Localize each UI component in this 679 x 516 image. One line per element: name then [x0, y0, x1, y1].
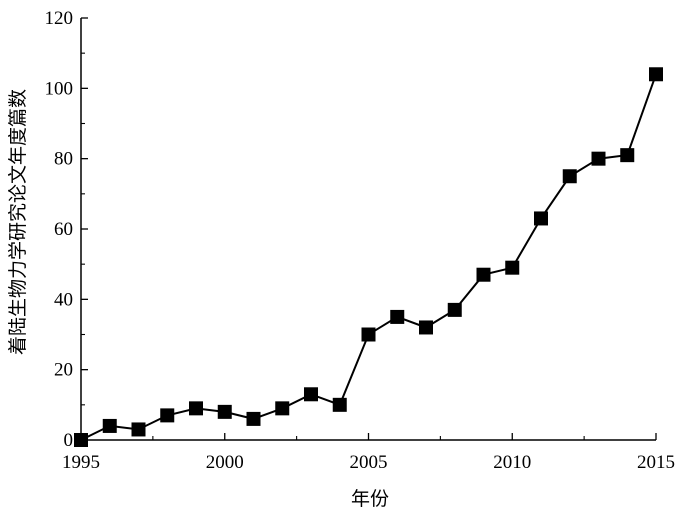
x-tick-label: 2005 [350, 452, 388, 473]
x-tick-label: 2010 [493, 452, 531, 473]
data-point [505, 260, 520, 275]
x-tick-label: 2000 [206, 452, 244, 473]
y-tick-label: 80 [54, 149, 73, 170]
data-point [102, 418, 117, 433]
axes [80, 18, 656, 441]
data-point [217, 404, 232, 419]
ticks-layer: 0 20 40 60 80 100 120 1995 2000 2005 2010 2015 [45, 8, 676, 473]
y-tick-label: 120 [45, 8, 74, 29]
data-point [447, 302, 462, 317]
series-line [80, 73, 657, 441]
x-axis-title: 年份 [351, 488, 389, 510]
data-point [476, 267, 491, 282]
data-point [160, 408, 175, 423]
data-point [361, 327, 376, 342]
data-point [390, 309, 405, 324]
y-tick-label: 20 [54, 360, 73, 381]
y-axis-title: 着陆生物力学研究论文年度篇数 [7, 89, 29, 355]
x-tick-label: 2015 [637, 452, 675, 473]
data-point [131, 422, 146, 437]
y-tick-label: 0 [64, 430, 74, 451]
y-tick-label: 100 [45, 78, 74, 99]
data-point [275, 401, 290, 416]
data-point [304, 387, 318, 402]
data-point [189, 401, 203, 416]
data-point [562, 169, 577, 184]
y-tick-label: 60 [54, 219, 73, 240]
x-tick-label: 1995 [62, 452, 100, 473]
data-point [246, 411, 261, 426]
data-point [620, 148, 635, 163]
series-layer [74, 67, 663, 447]
data-point [649, 67, 663, 82]
y-tick-label: 40 [54, 289, 73, 310]
data-point [534, 211, 548, 226]
data-point [332, 397, 347, 412]
data-point [419, 320, 433, 335]
data-point [591, 151, 606, 166]
